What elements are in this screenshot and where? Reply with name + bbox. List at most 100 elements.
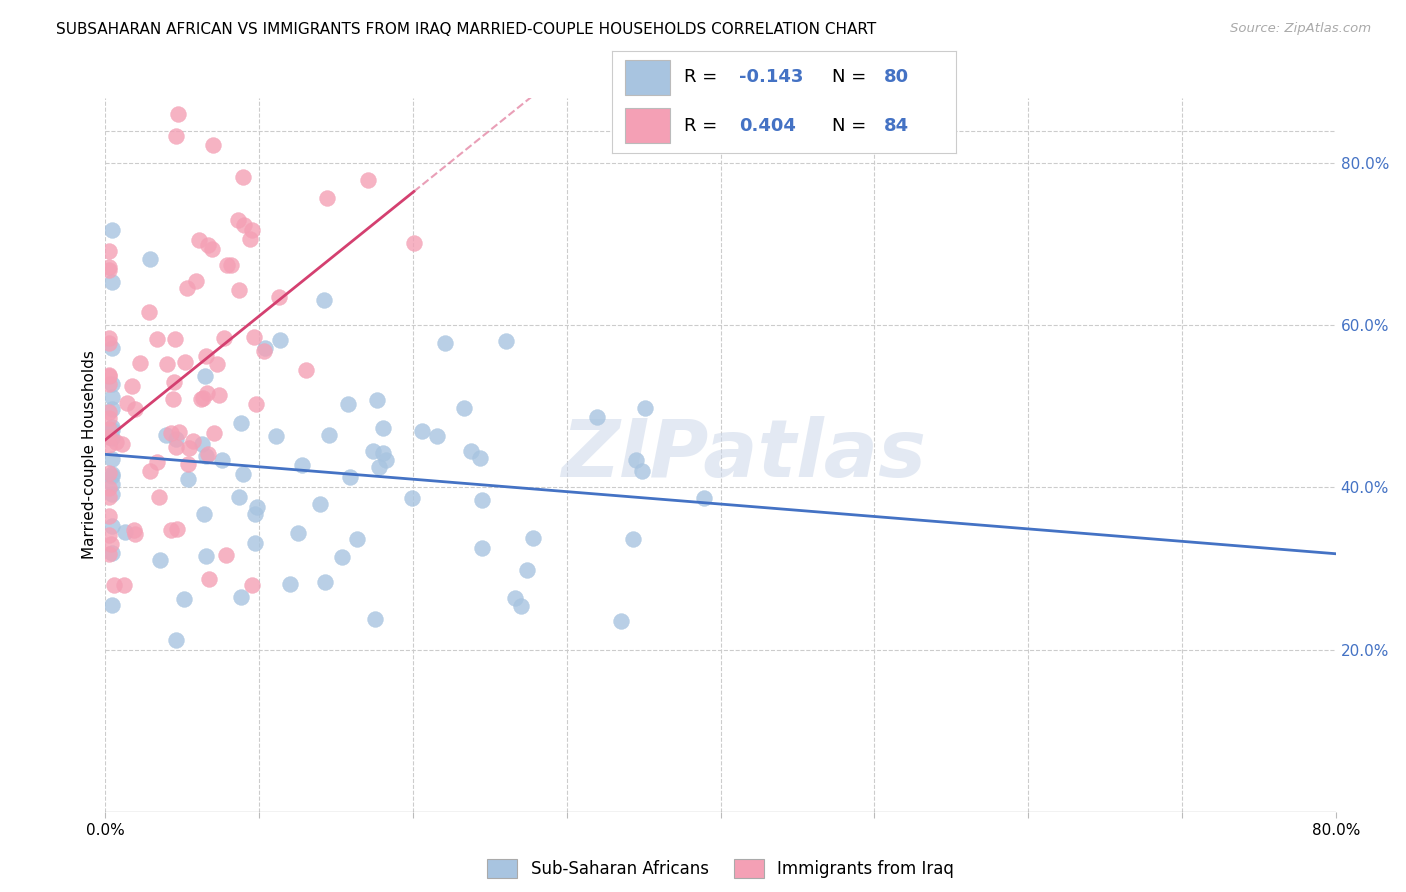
Point [264, 429, 287, 443]
Point [516, 563, 538, 577]
Point [100, 222, 122, 236]
Text: -0.143: -0.143 [740, 68, 803, 86]
Point [181, 434, 204, 448]
Point [100, 598, 122, 612]
Point [179, 442, 201, 456]
Point [97, 481, 120, 495]
Text: 0.404: 0.404 [740, 117, 796, 136]
Point [146, 455, 169, 469]
Point [232, 169, 254, 184]
Point [187, 233, 209, 247]
Point [471, 541, 494, 555]
Point [402, 235, 425, 250]
Point [243, 508, 266, 522]
Point [97, 263, 120, 277]
Point [184, 274, 207, 288]
Point [228, 283, 250, 297]
Point [195, 549, 218, 564]
Point [453, 401, 475, 415]
Point [212, 331, 235, 345]
Point [510, 599, 533, 614]
Point [97, 528, 120, 542]
Point [228, 490, 250, 504]
Point [246, 500, 269, 514]
Point [229, 590, 252, 604]
Text: R =: R = [683, 117, 723, 136]
Point [100, 467, 122, 481]
Point [243, 330, 266, 344]
Point [121, 379, 143, 393]
Point [100, 341, 122, 355]
Point [165, 440, 187, 454]
Point [366, 393, 388, 408]
Point [97, 508, 120, 523]
Bar [626, 60, 671, 95]
Point [243, 535, 266, 549]
Point [278, 577, 301, 591]
Point [190, 392, 212, 407]
Point [368, 459, 391, 474]
Point [631, 464, 654, 478]
Point [586, 410, 609, 425]
Point [122, 524, 145, 538]
Text: ZIPatlas: ZIPatlas [561, 416, 927, 494]
Point [100, 431, 122, 445]
Point [207, 358, 229, 372]
Point [115, 396, 138, 410]
Point [211, 452, 233, 467]
Point [194, 449, 217, 463]
Point [97, 547, 120, 561]
Point [208, 388, 231, 402]
Point [291, 458, 314, 473]
Point [163, 375, 186, 389]
Point [162, 392, 184, 407]
Point [97, 404, 120, 418]
Point [111, 437, 134, 451]
Point [166, 522, 188, 536]
Point [401, 491, 423, 505]
Point [100, 537, 122, 551]
Point [495, 334, 517, 348]
Point [176, 281, 198, 295]
Point [316, 190, 339, 204]
Point [173, 591, 195, 606]
Point [100, 451, 122, 466]
Point [215, 258, 238, 272]
Point [193, 507, 215, 521]
Point [373, 446, 395, 460]
Point [112, 577, 135, 591]
Point [100, 275, 122, 289]
Point [470, 450, 492, 465]
Point [626, 452, 648, 467]
Point [160, 523, 183, 537]
Point [97, 438, 120, 452]
Point [195, 385, 218, 400]
Point [426, 428, 449, 442]
Point [202, 426, 225, 441]
Point [165, 633, 187, 648]
Point [339, 470, 361, 484]
Point [167, 107, 190, 121]
Point [97, 490, 120, 504]
Point [201, 242, 224, 256]
Point [97, 430, 120, 444]
Point [145, 332, 167, 346]
Point [202, 138, 225, 153]
Bar [626, 108, 671, 144]
Point [295, 362, 318, 376]
Point [240, 577, 263, 591]
Point [254, 341, 277, 355]
Text: N =: N = [832, 117, 872, 136]
Point [198, 572, 221, 586]
Point [330, 550, 353, 565]
Point [269, 290, 291, 304]
Point [104, 435, 127, 450]
Point [129, 356, 152, 370]
Point [357, 172, 380, 186]
Point [124, 527, 146, 541]
Point [100, 468, 122, 483]
Point [100, 402, 122, 417]
Point [100, 487, 122, 501]
Point [245, 397, 267, 411]
Point [148, 490, 170, 504]
